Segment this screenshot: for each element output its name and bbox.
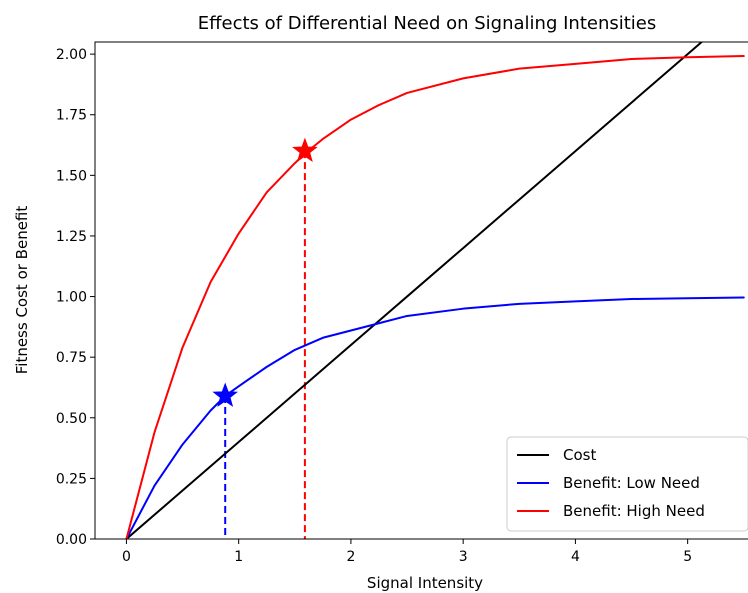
legend-label: Benefit: Low Need [563,474,700,492]
chart-title: Effects of Differential Need on Signalin… [198,13,657,34]
star-marker [292,137,318,162]
x-tick-label: 5 [683,549,692,565]
y-tick-label: 1.50 [56,168,87,184]
legend: Cost Benefit: Low Need Benefit: High Need [506,436,748,532]
legend-label: Cost [563,446,596,464]
y-tick-label: 1.75 [56,108,87,124]
y-tick-label: 1.00 [56,290,87,306]
y-tick-label: 1.25 [56,229,87,245]
x-tick-label: 2 [346,549,355,565]
series-line-2 [125,55,745,539]
series-line-1 [125,296,745,539]
x-tick-label: 1 [234,549,243,565]
x-axis-label: Signal Intensity [367,574,483,592]
y-tick-label: 0.00 [56,532,87,548]
y-axis-label: Fitness Cost or Benefit [13,206,31,375]
y-tick-label: 0.25 [56,471,87,487]
y-tick-label: 0.75 [56,350,87,366]
series-line-0 [125,42,704,539]
legend-box [506,436,748,532]
x-tick-label: 3 [459,549,468,565]
plot-area [125,42,745,539]
y-tick-label: 2.00 [56,47,87,63]
plot-frame [94,41,748,540]
y-tick-label: 0.50 [56,411,87,427]
x-tick-label: 0 [122,549,131,565]
x-tick-label: 4 [571,549,580,565]
star-marker [212,382,238,407]
legend-label: Benefit: High Need [563,502,705,520]
